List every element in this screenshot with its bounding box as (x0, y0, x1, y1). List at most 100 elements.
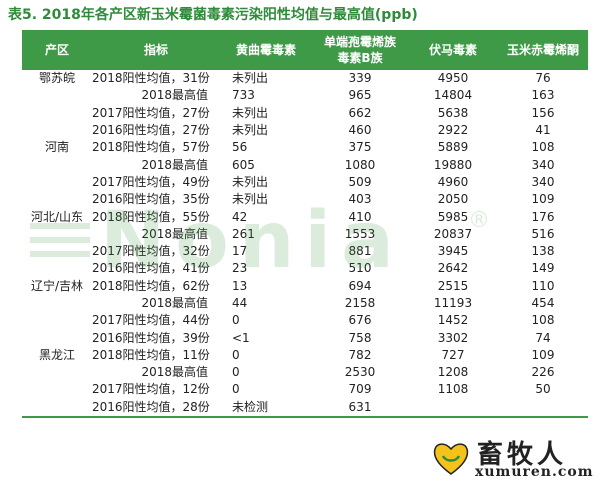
trichothecene-cell: 339 (348, 71, 372, 86)
fumonisin-cell: 2515 (437, 278, 469, 293)
zearalenone-cell: 108 (531, 140, 555, 155)
trichothecene-cell: 510 (348, 261, 372, 276)
trichothecene-cell: 709 (348, 382, 372, 397)
table-row: 黑龙江 2018阳性均值，11份 0 782 727 109 (22, 347, 588, 364)
table-row: 2018最高值 0 2530 1208 226 (22, 364, 588, 381)
indicator-cell: 2016阳性均值，27份 (92, 123, 210, 138)
aflatoxin-cell: 13 (232, 278, 248, 293)
indicator-cell: 2018阳性均值，62份 (92, 278, 210, 293)
zearalenone-cell: 109 (531, 192, 555, 207)
zearalenone-cell (498, 398, 588, 418)
aflatoxin-cell: 56 (232, 140, 248, 155)
fumonisin-cell: 1452 (437, 313, 469, 328)
zearalenone-cell: 108 (531, 313, 555, 328)
trichothecene-cell: 662 (348, 105, 372, 120)
fumonisin-cell: 20837 (433, 226, 473, 241)
fumonisin-cell: 5638 (437, 105, 469, 120)
indicator-cell: 2018最高值 (141, 296, 208, 310)
table-row: 2016阳性均值，28份 未检测 631 (22, 398, 588, 418)
aflatoxin-cell: 未检测 (220, 398, 312, 418)
zearalenone-cell: 226 (531, 365, 555, 380)
table-title: 表5. 2018年各产区新玉米霉菌毒素污染阳性均值与最高值(ppb) (8, 7, 418, 23)
region-cell (22, 295, 92, 312)
table-row: 2017阳性均值，32份 17 881 3945 138 (22, 243, 588, 260)
region-cell (22, 260, 92, 277)
aflatoxin-cell: 0 (232, 347, 240, 362)
aflatoxin-cell: 未列出 (232, 192, 269, 207)
fumonisin-cell (408, 398, 498, 418)
region-cell (22, 191, 92, 208)
aflatoxin-cell: 44 (232, 296, 248, 310)
fumonisin-cell: 3302 (437, 330, 469, 345)
region-cell (22, 398, 92, 418)
header-trichothecene: 单端孢霉烯族 毒素B族 (312, 30, 408, 70)
region-cell: 河北/山东 (30, 209, 84, 224)
zearalenone-cell: 163 (531, 88, 555, 103)
fumonisin-cell: 5889 (437, 140, 469, 155)
fumonisin-cell: 1208 (437, 365, 469, 380)
table-row: 2016阳性均值，35份 未列出 403 2050 109 (22, 191, 588, 208)
table-row: 2018最高值 44 2158 11193 454 (22, 295, 588, 312)
zearalenone-cell: 50 (535, 382, 551, 397)
trichothecene-cell: 410 (348, 209, 372, 224)
zearalenone-cell: 340 (531, 157, 555, 172)
zearalenone-cell: 516 (531, 226, 555, 241)
indicator-cell: 2016阳性均值，39份 (92, 330, 210, 345)
header-zearalenone: 玉米赤霉烯酮 (498, 30, 588, 70)
zearalenone-cell: 74 (535, 330, 551, 345)
table-header-row: 产区 指标 黄曲霉毒素 单端孢霉烯族 毒素B族 伏马毒素 玉米赤霉烯酮 (22, 30, 588, 70)
aflatoxin-cell: <1 (232, 330, 250, 345)
zearalenone-cell: 76 (535, 71, 551, 86)
zearalenone-cell: 110 (531, 278, 555, 293)
trichothecene-cell: 965 (348, 88, 372, 103)
zearalenone-cell: 454 (531, 296, 555, 310)
trichothecene-cell: 1553 (344, 226, 376, 241)
aflatoxin-cell: 42 (232, 209, 248, 224)
trichothecene-cell: 694 (348, 278, 372, 293)
zearalenone-cell: 41 (535, 123, 551, 138)
table-row: 鄂苏皖 2018阳性均值，31份 未列出 339 4950 76 (22, 70, 588, 87)
zearalenone-cell: 138 (531, 244, 555, 259)
logo-url: xumuren.com (475, 464, 594, 480)
fumonisin-cell: 11193 (433, 296, 473, 310)
header-trichothecene-line2: 毒素B族 (337, 51, 383, 65)
region-cell (22, 122, 92, 139)
fumonisin-cell: 14804 (433, 88, 473, 103)
table-row: 2016阳性均值，27份 未列出 460 2922 41 (22, 122, 588, 139)
indicator-cell: 2018阳性均值，55份 (92, 209, 210, 224)
indicator-cell: 2017阳性均值，12份 (92, 382, 210, 397)
trichothecene-cell: 2530 (344, 365, 376, 380)
aflatoxin-cell: 0 (232, 313, 240, 328)
indicator-cell: 2018阳性均值，57份 (92, 140, 210, 155)
aflatoxin-cell: 17 (232, 244, 248, 259)
fumonisin-cell: 2050 (437, 192, 469, 207)
indicator-cell: 2017阳性均值，49份 (92, 174, 210, 189)
trichothecene-cell: 631 (312, 398, 408, 418)
indicator-cell: 2016阳性均值，28份 (92, 398, 220, 418)
table-row: 2017阳性均值，44份 0 676 1452 108 (22, 312, 588, 329)
trichothecene-cell: 375 (348, 140, 372, 155)
table-row: 2018最高值 605 1080 19880 340 (22, 156, 588, 173)
fumonisin-cell: 1108 (437, 382, 469, 397)
region-cell (22, 105, 92, 122)
region-cell (22, 243, 92, 260)
table-row: 2018最高值 733 965 14804 163 (22, 87, 588, 104)
fumonisin-cell: 727 (441, 347, 465, 362)
zearalenone-cell: 340 (531, 174, 555, 189)
indicator-cell: 2018最高值 (141, 88, 208, 103)
table-body: 鄂苏皖 2018阳性均值，31份 未列出 339 4950 76 2018最高值 733 965… (22, 70, 588, 418)
header-region: 产区 (22, 30, 92, 70)
indicator-cell: 2017阳性均值，44份 (92, 313, 210, 328)
indicator-cell: 2018最高值 (141, 365, 208, 380)
aflatoxin-cell: 605 (232, 157, 255, 172)
table-row: 辽宁/吉林 2018阳性均值，62份 13 694 2515 110 (22, 278, 588, 295)
region-cell (22, 312, 92, 329)
zearalenone-cell: 176 (531, 209, 555, 224)
aflatoxin-cell: 未列出 (232, 105, 269, 120)
table-row: 河南 2018阳性均值，57份 56 375 5889 108 (22, 139, 588, 156)
region-cell (22, 364, 92, 381)
region-cell: 黑龙江 (38, 347, 75, 362)
zearalenone-cell: 156 (531, 105, 555, 120)
region-cell: 河南 (44, 140, 69, 155)
logo-name: 畜牧人 (477, 440, 568, 470)
